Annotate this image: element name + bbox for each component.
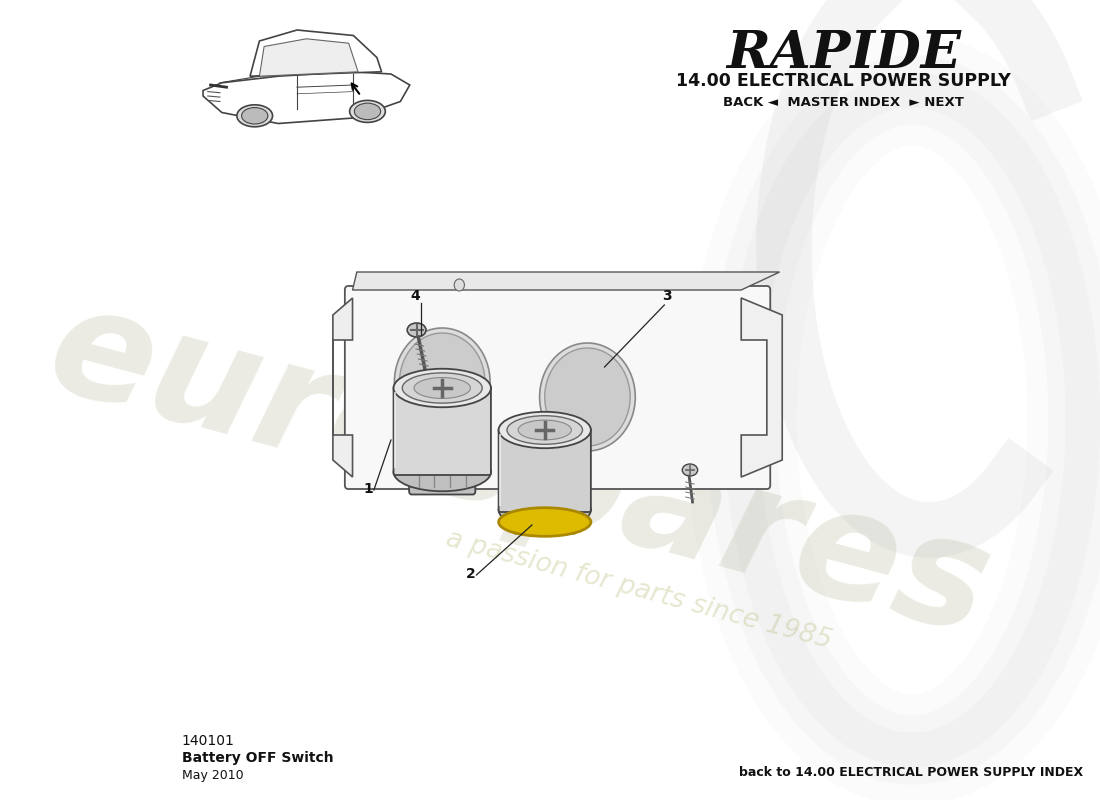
Circle shape [454, 279, 464, 291]
Ellipse shape [242, 107, 268, 124]
Ellipse shape [407, 323, 426, 337]
Text: 3: 3 [662, 289, 672, 303]
Text: 2: 2 [466, 567, 476, 581]
Ellipse shape [395, 328, 491, 436]
Polygon shape [741, 298, 782, 477]
Text: 4: 4 [410, 289, 420, 303]
Ellipse shape [544, 348, 630, 446]
Ellipse shape [394, 369, 491, 407]
Text: 14.00 ELECTRICAL POWER SUPPLY: 14.00 ELECTRICAL POWER SUPPLY [676, 72, 1011, 90]
FancyBboxPatch shape [514, 482, 576, 534]
Polygon shape [250, 30, 382, 76]
Ellipse shape [507, 416, 583, 444]
Ellipse shape [403, 373, 482, 403]
Text: 140101: 140101 [182, 734, 234, 748]
Ellipse shape [236, 105, 273, 126]
Text: RAPIDE: RAPIDE [726, 28, 961, 79]
FancyBboxPatch shape [498, 428, 591, 512]
FancyBboxPatch shape [344, 286, 770, 489]
Polygon shape [204, 72, 410, 123]
Ellipse shape [518, 420, 571, 440]
Ellipse shape [498, 412, 591, 448]
Polygon shape [333, 298, 352, 477]
Polygon shape [260, 38, 359, 76]
Polygon shape [352, 272, 780, 290]
Text: May 2010: May 2010 [182, 769, 243, 782]
Ellipse shape [350, 100, 385, 122]
Text: Battery OFF Switch: Battery OFF Switch [182, 751, 333, 765]
Ellipse shape [498, 508, 591, 536]
Text: 1: 1 [364, 482, 373, 496]
FancyBboxPatch shape [409, 443, 475, 494]
Ellipse shape [399, 333, 485, 431]
Ellipse shape [682, 464, 697, 476]
Ellipse shape [354, 103, 381, 120]
Ellipse shape [498, 492, 591, 528]
Ellipse shape [540, 343, 636, 451]
Ellipse shape [394, 453, 491, 491]
FancyBboxPatch shape [394, 386, 491, 475]
Text: eurospares: eurospares [33, 273, 1005, 667]
Ellipse shape [414, 378, 471, 398]
Text: a passion for parts since 1985: a passion for parts since 1985 [443, 526, 835, 654]
Text: BACK ◄  MASTER INDEX  ► NEXT: BACK ◄ MASTER INDEX ► NEXT [724, 96, 965, 109]
Text: back to 14.00 ELECTRICAL POWER SUPPLY INDEX: back to 14.00 ELECTRICAL POWER SUPPLY IN… [739, 766, 1082, 779]
